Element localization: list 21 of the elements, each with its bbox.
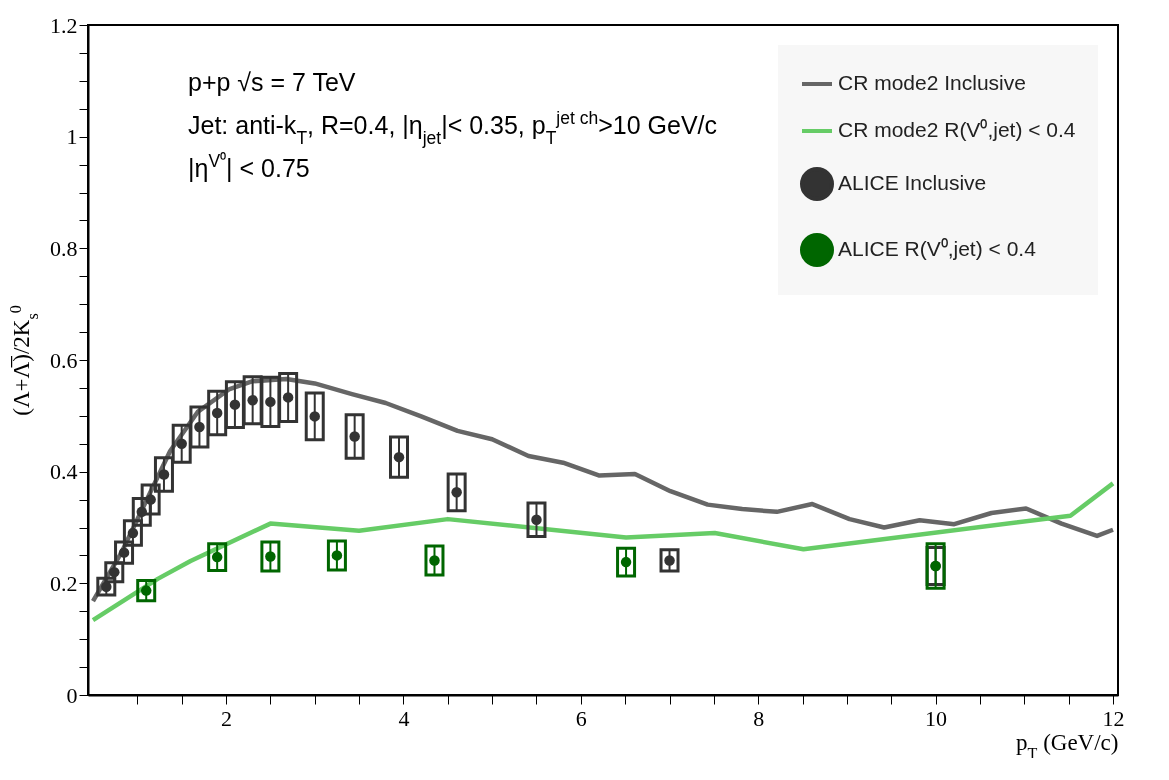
annotation: Jet: anti-k$_{T}$, R=0.4, |η$_{jet}$|< 0.35, p$_{T}$$^{jet ch}$>10 GeV/c: [188, 108, 718, 148]
annotation: p+p √s = 7 TeV: [188, 68, 356, 96]
x-tick-label: 10: [925, 705, 948, 731]
y-tick-label: 0: [66, 682, 78, 708]
legend-label: ALICE Inclusive: [838, 171, 987, 194]
y-tick-label: 0.8: [50, 235, 78, 261]
legend-label: ALICE R(V⁰,jet) < 0.4: [838, 237, 1037, 260]
annotation: |η$^{V⁰}$| < 0.75: [188, 151, 310, 182]
y-tick-label: 0.6: [50, 347, 78, 373]
x-tick-label: 6: [575, 705, 587, 731]
x-tick-label: 8: [753, 705, 765, 731]
x-tick-label: 2: [221, 705, 233, 731]
x-axis-title: p$_{T}$ (GeV/c): [1016, 729, 1119, 761]
x-tick-label: 4: [398, 705, 410, 731]
y-tick-label: 1: [66, 124, 78, 150]
y-tick-label: 0.4: [50, 459, 78, 485]
y-tick-label: 0.2: [50, 570, 78, 596]
legend-label: CR mode2 R(V⁰,jet) < 0.4: [838, 118, 1076, 141]
x-tick-label: 12: [1102, 705, 1125, 731]
y-tick-label: 1.2: [50, 12, 78, 38]
legend-label: CR mode2 Inclusive: [838, 71, 1026, 94]
